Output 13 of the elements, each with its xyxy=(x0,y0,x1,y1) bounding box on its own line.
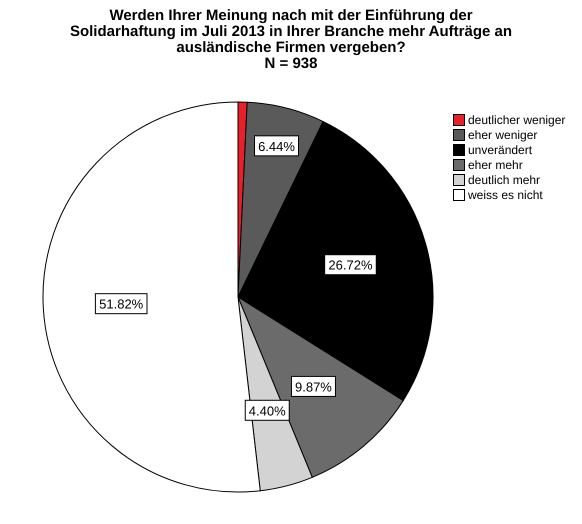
legend-label: eher weniger xyxy=(468,128,538,142)
chart-title: Werden Ihrer Meinung nach mit der Einführung der Solidarhaftung im Juli 2013 in Ihrer Branche mehr Aufträge an ausländische Firmen vergeben? xyxy=(68,7,514,56)
legend-label: unverändert xyxy=(468,142,532,156)
data-label: 51.82% xyxy=(99,296,144,312)
legend-label: eher mehr xyxy=(468,158,523,172)
data-label: 9.87% xyxy=(295,379,332,394)
data-label: 4.40% xyxy=(248,403,286,418)
legend-label: weiss es nicht xyxy=(468,188,543,202)
data-label: 6.44% xyxy=(258,138,296,154)
legend-label: deutlicher weniger xyxy=(468,112,566,126)
chart-subtitle: N = 938 xyxy=(264,55,318,72)
legend-label: deutlich mehr xyxy=(468,172,540,186)
data-label: 26.72% xyxy=(328,258,373,273)
